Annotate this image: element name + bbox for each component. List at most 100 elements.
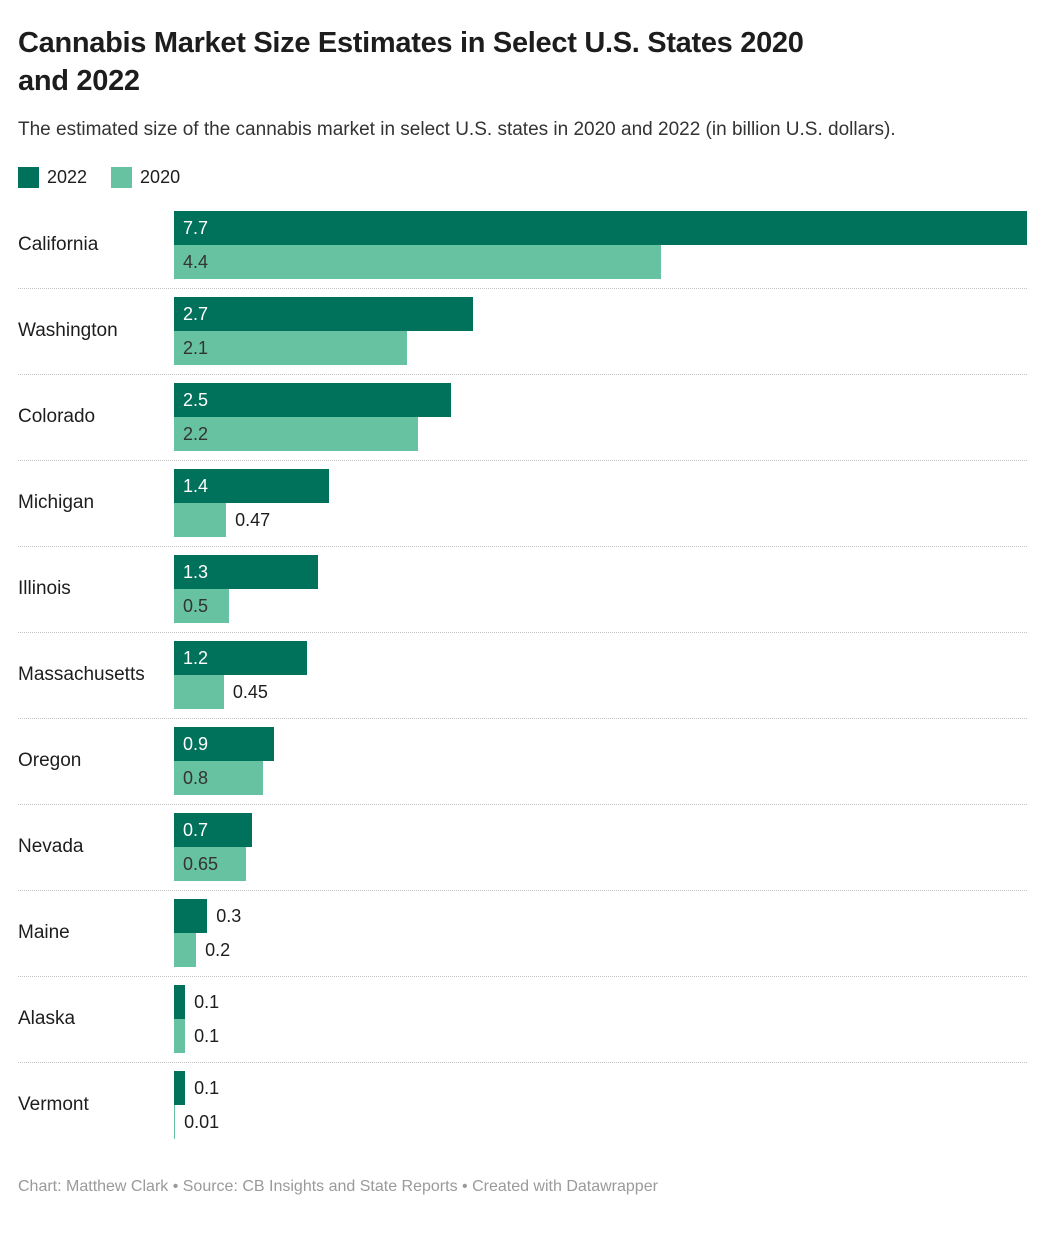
bar-group: 2.7 2.1	[174, 297, 1027, 365]
chart-row-massachusetts: Massachusetts 1.2 0.45	[18, 633, 1027, 719]
category-label: Oregon	[18, 750, 82, 771]
chart-row-california: California 7.7 4.4	[18, 203, 1027, 289]
bar-2022-washington: 2.7	[174, 297, 474, 331]
bar-track-2022: 0.9	[174, 727, 1027, 761]
page-title-line-2: and 2022	[18, 65, 140, 97]
bar-track-2020: 0.1	[174, 1019, 1027, 1053]
bar-2020-massachusetts: 0.45	[174, 675, 268, 709]
legend-label: 2022	[47, 166, 88, 187]
chart-row-maine: Maine 0.3 0.2	[18, 891, 1027, 977]
bar-group: 1.2 0.45	[174, 641, 1027, 709]
bar-track-2020: 0.45	[174, 675, 1027, 709]
bar-track-2022: 7.7	[174, 211, 1027, 245]
bar-value-label: 0.1	[194, 992, 220, 1012]
bar-value-label: 2.1	[183, 338, 209, 358]
bar-2022-nevada: 0.7	[174, 813, 252, 847]
bar-value-label: 7.7	[183, 218, 209, 238]
bar-2022-illinois: 1.3	[174, 555, 318, 589]
bar-track-2020: 0.8	[174, 761, 1027, 795]
bar-track-2022: 1.4	[174, 469, 1027, 503]
bar-2022-alaska: 0.1	[174, 985, 219, 1019]
bar-2020-vermont: 0.01	[174, 1105, 219, 1139]
bar-2020-california: 4.4	[174, 245, 662, 279]
category-label: Alaska	[18, 1008, 76, 1029]
bar-2020-colorado: 2.2	[174, 417, 418, 451]
bar-2020-maine: 0.2	[174, 933, 230, 967]
bar-2020-illinois: 0.5	[174, 589, 230, 623]
legend-item-2020: 2020	[111, 166, 180, 188]
bar-2022-vermont: 0.1	[174, 1071, 219, 1105]
bar-2020-washington: 2.1	[174, 331, 407, 365]
bar-2020-oregon: 0.8	[174, 761, 263, 795]
bar-2020-michigan: 0.47	[174, 503, 270, 537]
bar-value-label: 2.7	[183, 304, 209, 324]
category-label: Colorado	[18, 406, 96, 427]
bar-track-2022: 0.1	[174, 1071, 1027, 1105]
bar-value-label: 0.7	[183, 820, 209, 840]
bar-group: 0.1 0.01	[174, 1071, 1027, 1139]
bar-value-label: 0.1	[194, 1078, 220, 1098]
chart-row-washington: Washington 2.7 2.1	[18, 289, 1027, 375]
bar-value-label: 1.3	[183, 562, 209, 582]
bar-value-label: 2.5	[183, 390, 209, 410]
bar-value-label: 0.5	[183, 596, 209, 616]
category-label: California	[18, 234, 99, 255]
chart-row-michigan: Michigan 1.4 0.47	[18, 461, 1027, 547]
bar-group: 1.4 0.47	[174, 469, 1027, 537]
bar-2022-colorado: 2.5	[174, 383, 451, 417]
bar-chart: California 7.7 4.4 Washington 2.7 2.1 Colorado…	[18, 203, 1027, 1148]
bar-track-2022: 1.3	[174, 555, 1027, 589]
bar-value-label: 2.2	[183, 424, 209, 444]
bar-value-label: 0.01	[184, 1112, 220, 1132]
chart-subtitle: The estimated size of the cannabis marke…	[18, 119, 896, 140]
bar-2022-maine: 0.3	[174, 899, 241, 933]
bar-track-2020: 0.47	[174, 503, 1027, 537]
bar-2020-alaska: 0.1	[174, 1019, 219, 1053]
bar-value-label: 1.4	[183, 476, 209, 496]
bar-group: 0.1 0.1	[174, 985, 1027, 1053]
category-label: Maine	[18, 922, 70, 943]
category-label: Washington	[18, 320, 118, 341]
bar-value-label: 0.47	[235, 510, 271, 530]
chart-legend: 2022 2020	[18, 166, 1027, 188]
bar-track-2022: 0.1	[174, 985, 1027, 1019]
bar-value-label: 0.1	[194, 1026, 220, 1046]
bar-value-label: 1.2	[183, 648, 209, 668]
category-label: Massachusetts	[18, 664, 145, 685]
bar-2022-california: 7.7	[174, 211, 1027, 245]
bar-value-label: 0.2	[205, 940, 231, 960]
category-label: Nevada	[18, 836, 84, 857]
bar-group: 0.7 0.65	[174, 813, 1027, 881]
category-label: Michigan	[18, 492, 95, 513]
bar-group: 2.5 2.2	[174, 383, 1027, 451]
chart-page: Cannabis Market Size Estimates in Select…	[18, 24, 1027, 1195]
legend-swatch-icon	[111, 166, 133, 188]
category-label: Illinois	[18, 578, 71, 599]
bar-track-2020: 0.65	[174, 847, 1027, 881]
bar-track-2020: 0.5	[174, 589, 1027, 623]
bar-value-label: 0.65	[183, 854, 219, 874]
bar-2022-oregon: 0.9	[174, 727, 274, 761]
attribution-footer: Chart: Matthew Clark • Source: CB Insigh…	[18, 1178, 658, 1195]
page-title: Cannabis Market Size Estimates in Select…	[18, 24, 1027, 100]
bar-value-label: 4.4	[183, 252, 209, 272]
bar-value-label: 0.9	[183, 734, 209, 754]
bar-track-2020: 0.01	[174, 1105, 1027, 1139]
chart-row-nevada: Nevada 0.7 0.65	[18, 805, 1027, 891]
bar-track-2020: 2.2	[174, 417, 1027, 451]
bar-group: 1.3 0.5	[174, 555, 1027, 623]
chart-row-vermont: Vermont 0.1 0.01	[18, 1063, 1027, 1148]
bar-2022-michigan: 1.4	[174, 469, 330, 503]
legend-swatch-icon	[18, 166, 39, 188]
page-title-line-1: Cannabis Market Size Estimates in Select…	[18, 27, 804, 59]
chart-row-colorado: Colorado 2.5 2.2	[18, 375, 1027, 461]
bar-value-label: 0.8	[183, 768, 209, 788]
bar-track-2022: 0.7	[174, 813, 1027, 847]
bar-track-2022: 2.7	[174, 297, 1027, 331]
bar-track-2022: 2.5	[174, 383, 1027, 417]
bar-value-label: 0.3	[216, 906, 242, 926]
bar-track-2022: 1.2	[174, 641, 1027, 675]
chart-row-illinois: Illinois 1.3 0.5	[18, 547, 1027, 633]
legend-item-2022: 2022	[18, 166, 88, 188]
bar-2020-nevada: 0.65	[174, 847, 246, 881]
